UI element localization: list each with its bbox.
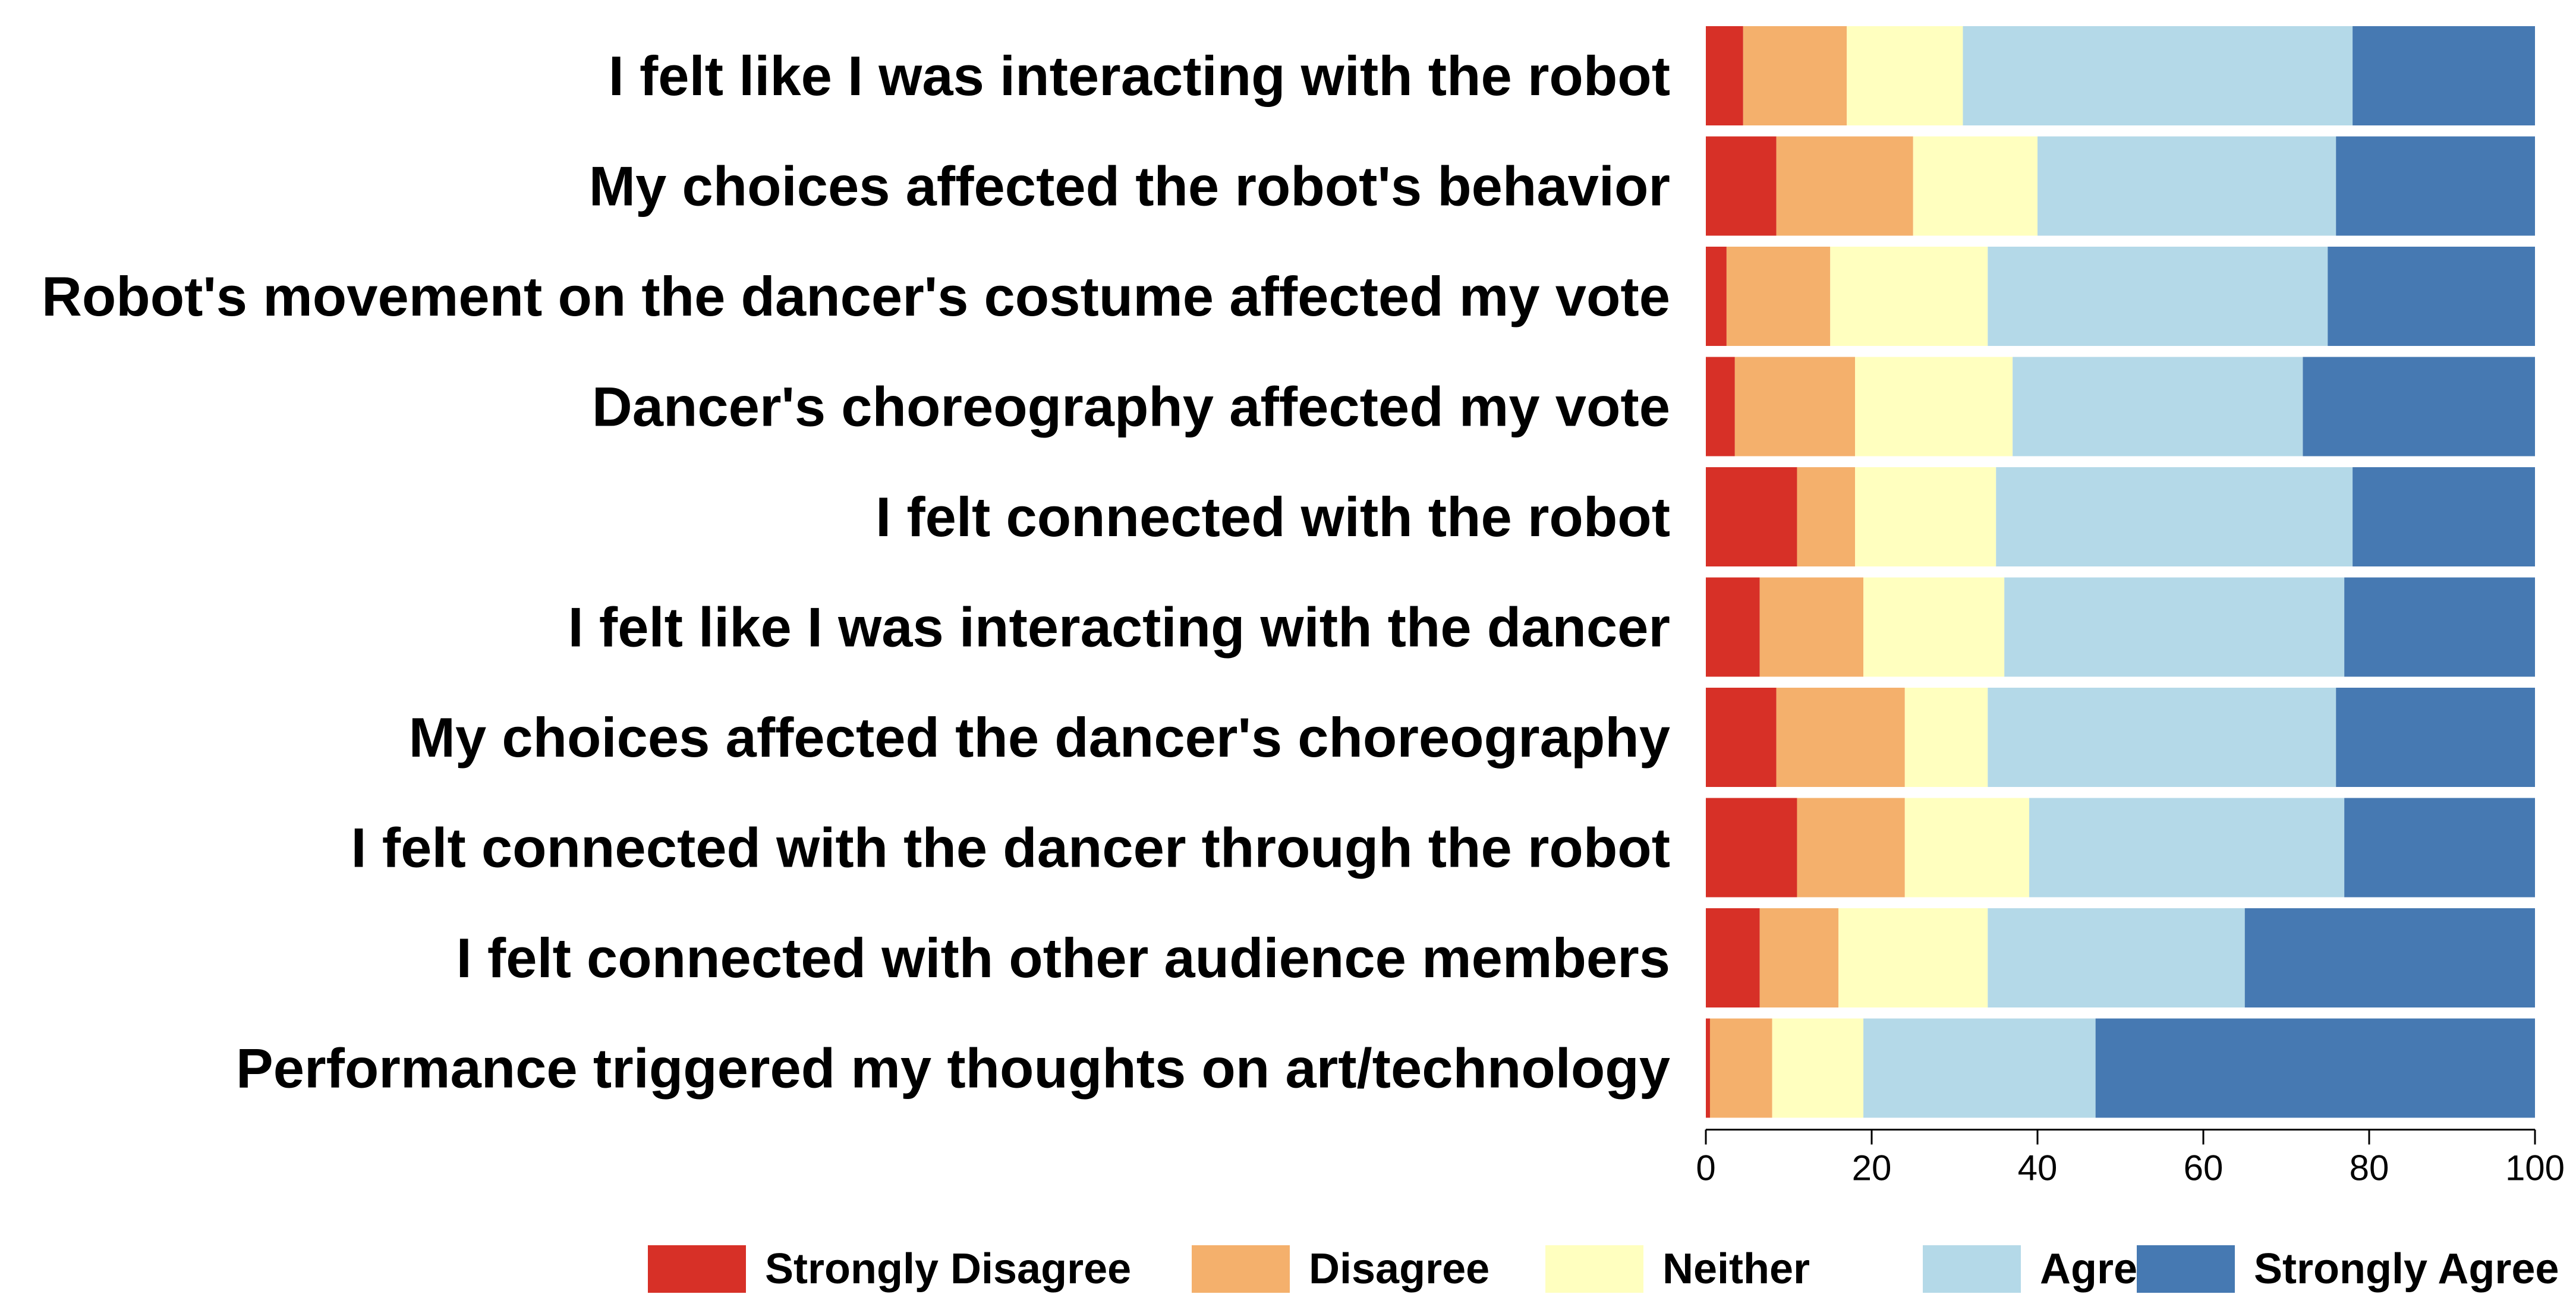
x-tick-label: 40 <box>2018 1148 2058 1188</box>
legend-swatch <box>2137 1245 2235 1293</box>
bar-segment <box>1996 467 2353 566</box>
bar-segment <box>2344 577 2535 677</box>
bar-segment <box>2344 798 2535 898</box>
category-label: Performance triggered my thoughts on art… <box>236 1037 1670 1100</box>
bar-segment <box>1776 688 1905 787</box>
bar-segment <box>1913 136 2038 236</box>
category-label: I felt connected with other audience mem… <box>456 927 1670 989</box>
legend-label: Strongly Disagree <box>765 1245 1131 1293</box>
bar-segment <box>1963 26 2353 125</box>
legend: Strongly Disagree Disagree Neither Agree Str… <box>648 1245 2559 1293</box>
bar-segment <box>1706 798 1797 898</box>
bar-segment <box>1988 688 2336 787</box>
bar-segment <box>1706 357 1735 456</box>
bars <box>1706 26 2535 1118</box>
category-label: Dancer's choreography affected my vote <box>592 376 1670 438</box>
x-tick-label: 0 <box>1696 1148 1715 1188</box>
bar-segment <box>1706 1018 1710 1118</box>
category-label: I felt connected with the dancer through… <box>351 817 1670 879</box>
bar-segment <box>1772 1018 1864 1118</box>
bar-segment <box>1847 26 1963 125</box>
x-tick-label: 60 <box>2184 1148 2224 1188</box>
bar-segment <box>1709 1018 1772 1118</box>
bar-segment <box>1904 798 2030 898</box>
bar-segment <box>1743 26 1847 125</box>
bar-segment <box>1797 467 1856 566</box>
bar-segment <box>1706 136 1777 236</box>
bar-segment <box>2336 688 2535 787</box>
legend-label: Neither <box>1662 1245 1810 1293</box>
bar-segment <box>2336 136 2535 236</box>
x-axis: 0 20 40 60 80 100 <box>1696 1129 2565 1188</box>
legend-label: Strongly Agree <box>2254 1245 2559 1293</box>
bar-segment <box>2004 577 2345 677</box>
bar-segment <box>1706 577 1760 677</box>
bar-segment <box>2303 357 2535 456</box>
legend-label: Disagree <box>1309 1245 1489 1293</box>
bar-segment <box>1706 247 1727 346</box>
bar-segment <box>1706 467 1797 566</box>
bar-segment <box>1726 247 1831 346</box>
x-tick-label: 80 <box>2350 1148 2389 1188</box>
category-labels: I felt like I was interacting with the r… <box>42 45 1670 1100</box>
x-tick-label: 20 <box>1852 1148 1892 1188</box>
bar-segment <box>1988 908 2245 1007</box>
bar-segment <box>1863 577 2005 677</box>
bar-segment <box>1759 908 1839 1007</box>
bar-segment <box>2013 357 2303 456</box>
x-tick-label: 100 <box>2505 1148 2565 1188</box>
category-label: My choices affected the robot's behavior <box>589 155 1670 218</box>
bar-segment <box>2095 1018 2535 1118</box>
bar-segment <box>2029 798 2345 898</box>
bar-segment <box>1734 357 1856 456</box>
bar-segment <box>1838 908 1988 1007</box>
category-label: My choices affected the dancer's choreog… <box>409 706 1670 769</box>
category-label: I felt connected with the robot <box>876 486 1670 548</box>
bar-segment <box>1706 688 1777 787</box>
legend-swatch <box>1923 1245 2021 1293</box>
category-label: Robot's movement on the dancer's costume… <box>42 265 1670 328</box>
bar-segment <box>2328 247 2535 346</box>
bar-segment <box>1855 357 2013 456</box>
bar-segment <box>1759 577 1864 677</box>
category-label: I felt like I was interacting with the r… <box>609 45 1670 107</box>
bar-segment <box>1863 1018 2096 1118</box>
bar-segment <box>1706 908 1760 1007</box>
bar-segment <box>2353 467 2535 566</box>
bar-segment <box>1797 798 1905 898</box>
bar-segment <box>1904 688 1988 787</box>
bar-segment <box>2353 26 2535 125</box>
legend-swatch <box>1192 1245 1290 1293</box>
bar-segment <box>1988 247 2328 346</box>
category-label: I felt like I was interacting with the d… <box>568 596 1670 659</box>
bar-segment <box>1776 136 1913 236</box>
bar-segment <box>1855 467 1996 566</box>
legend-swatch <box>648 1245 746 1293</box>
bar-segment <box>1706 26 1743 125</box>
bar-segment <box>1830 247 1988 346</box>
bar-segment <box>2244 908 2535 1007</box>
legend-swatch <box>1545 1245 1643 1293</box>
bar-segment <box>2038 136 2336 236</box>
